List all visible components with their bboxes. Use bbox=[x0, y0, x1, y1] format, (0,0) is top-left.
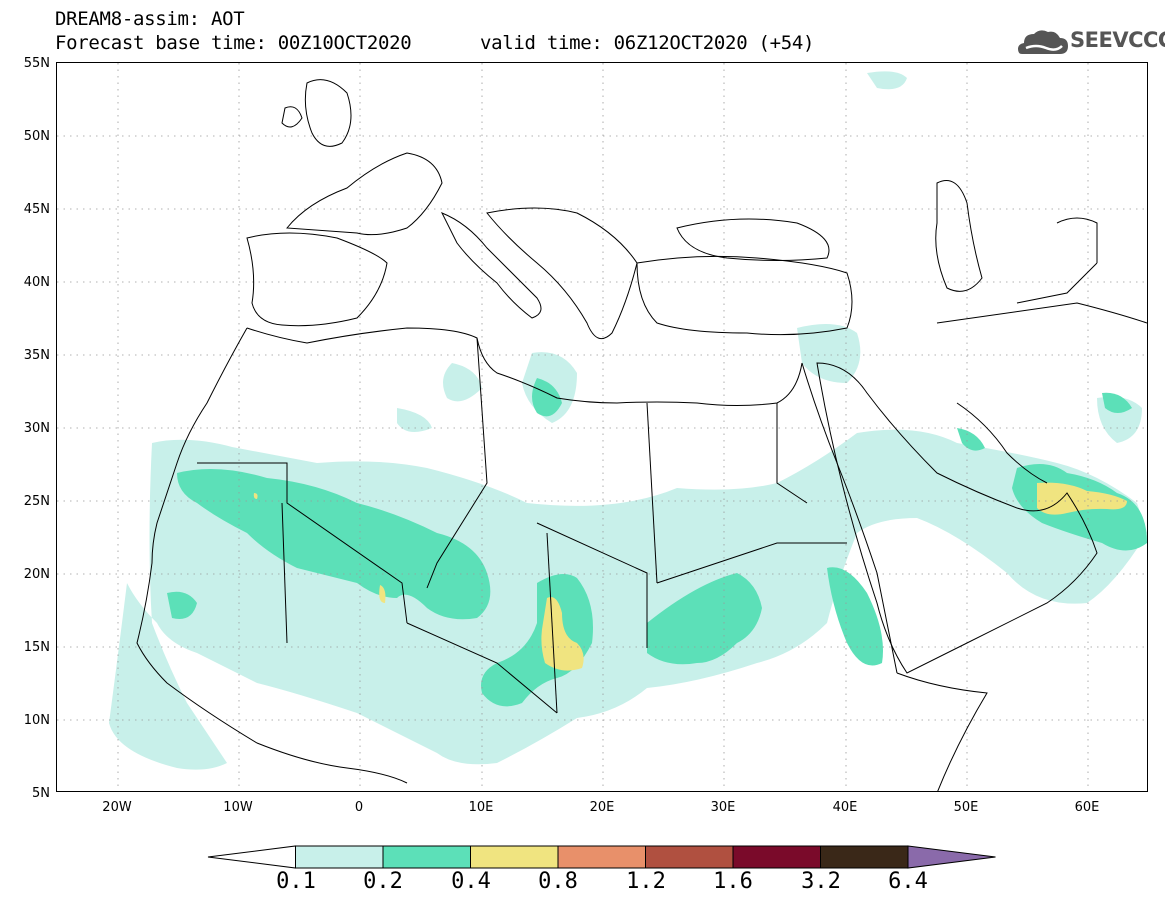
colorbar-label: 0.4 bbox=[451, 869, 491, 894]
colorbar-label: 3.2 bbox=[801, 869, 841, 894]
map-panel bbox=[56, 62, 1148, 792]
colorbar-segment bbox=[820, 845, 909, 869]
colorbar-label: 0.2 bbox=[363, 869, 403, 894]
lat-label: 30N bbox=[23, 421, 50, 436]
lat-label: 25N bbox=[23, 494, 50, 509]
colorbar-segment bbox=[645, 845, 734, 869]
forecast-base-time: Forecast base time: 00Z10OCT2020 bbox=[55, 32, 412, 54]
colorbar-extend-high bbox=[907, 845, 996, 869]
lon-label: 50E bbox=[953, 800, 979, 815]
colorbar-label: 6.4 bbox=[888, 869, 928, 894]
lat-label: 10N bbox=[23, 713, 50, 728]
lat-label: 35N bbox=[23, 348, 50, 363]
lat-label: 45N bbox=[23, 202, 50, 217]
coastlines bbox=[136, 79, 1147, 791]
lat-label: 50N bbox=[23, 129, 50, 144]
colorbar-label: 0.1 bbox=[276, 869, 316, 894]
colorbar-segment bbox=[382, 845, 471, 869]
colorbar-label: 1.6 bbox=[713, 869, 753, 894]
lon-label: 60E bbox=[1074, 800, 1100, 815]
colorbar-extend-low bbox=[207, 845, 296, 869]
cloud-icon bbox=[1018, 30, 1068, 54]
colorbar-segment bbox=[295, 845, 384, 869]
lat-label: 15N bbox=[23, 640, 50, 655]
aot-map bbox=[57, 63, 1147, 791]
lon-label: 30E bbox=[710, 800, 736, 815]
lat-label: 55N bbox=[23, 56, 50, 71]
lon-label: 40E bbox=[832, 800, 858, 815]
lat-label: 5N bbox=[32, 786, 50, 801]
lon-label: 0 bbox=[354, 800, 364, 815]
colorbar-label: 1.2 bbox=[626, 869, 666, 894]
lon-label: 10E bbox=[468, 800, 494, 815]
lon-label: 20E bbox=[589, 800, 615, 815]
colorbar bbox=[207, 845, 996, 869]
lon-label: 10W bbox=[223, 800, 253, 815]
lat-label: 40N bbox=[23, 275, 50, 290]
lon-label: 20W bbox=[102, 800, 132, 815]
colorbar-label: 0.8 bbox=[538, 869, 578, 894]
logo-text: SEEVCCC bbox=[1070, 28, 1165, 52]
colorbar-segment bbox=[732, 845, 821, 869]
lat-label: 20N bbox=[23, 567, 50, 582]
valid-time: valid time: 06Z12OCT2020 (+54) bbox=[480, 32, 815, 54]
colorbar-segment bbox=[557, 845, 646, 869]
colorbar-segment bbox=[470, 845, 559, 869]
graticule bbox=[57, 63, 1147, 791]
aot-contour-0.1 bbox=[109, 71, 1147, 770]
title-line1: DREAM8-assim: AOT bbox=[55, 8, 245, 30]
